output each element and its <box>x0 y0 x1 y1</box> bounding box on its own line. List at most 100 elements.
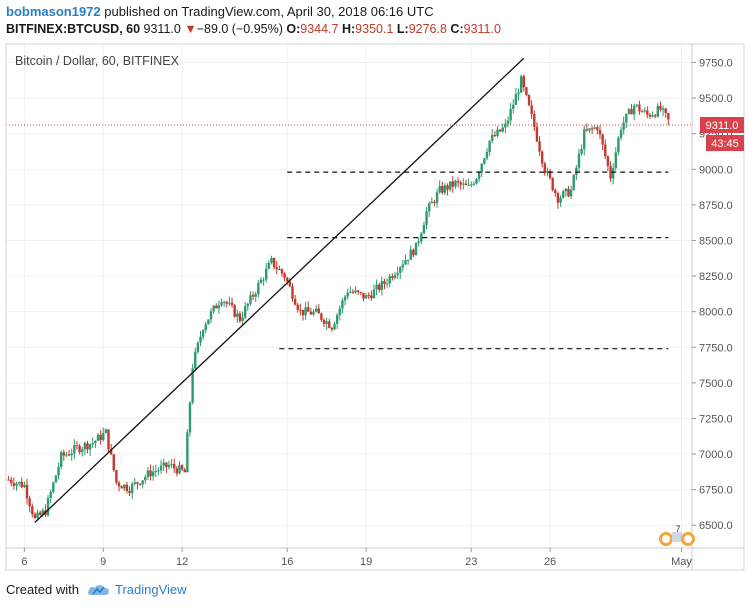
down-triangle-icon: ▼ <box>184 22 197 36</box>
candle-body <box>238 313 242 322</box>
candle-body <box>648 114 652 117</box>
candle-body <box>133 482 136 484</box>
candle-body <box>312 311 315 315</box>
candle-body <box>10 479 13 484</box>
candle-body <box>280 269 284 274</box>
candles <box>7 74 670 520</box>
candle-body <box>370 295 373 299</box>
candle-body <box>356 290 360 293</box>
candle-body <box>427 203 431 212</box>
candle-body <box>278 269 281 271</box>
candle-body <box>159 465 163 471</box>
candle-body <box>309 311 313 315</box>
candle-body <box>157 470 160 472</box>
candle-body <box>517 92 520 95</box>
candle-body <box>519 76 523 93</box>
candle-body <box>404 260 407 265</box>
candle-body <box>409 249 412 260</box>
candle-body <box>367 295 370 297</box>
candle-body <box>201 330 205 337</box>
x-tick-label: 23 <box>465 556 477 568</box>
candle-body <box>585 129 589 131</box>
candle-body <box>577 153 581 168</box>
candle-body <box>270 257 273 263</box>
candle-body <box>70 453 73 456</box>
candle-body <box>406 259 410 261</box>
cloud-icon <box>87 584 109 595</box>
candle-body <box>388 276 391 284</box>
candle-body <box>170 464 173 466</box>
candle-body <box>7 479 10 481</box>
created-with-label: Created with <box>6 582 79 597</box>
candle-body <box>506 120 510 124</box>
candle-body <box>243 306 247 318</box>
author-link[interactable]: bobmason1972 <box>6 4 101 19</box>
candle-body <box>49 491 52 499</box>
candle-body <box>262 279 265 281</box>
candle-body <box>59 452 63 467</box>
candle-body <box>196 342 200 352</box>
candle-body <box>383 281 386 285</box>
candle-body <box>204 324 207 331</box>
candle-body <box>604 144 607 157</box>
candle-body <box>173 464 176 469</box>
candle-body <box>493 135 497 137</box>
candle-body <box>451 181 455 187</box>
low-label: L: <box>396 22 409 36</box>
candle-body <box>186 432 189 473</box>
candle-body <box>23 484 26 488</box>
candle-body <box>664 108 667 114</box>
candle-body <box>483 158 486 164</box>
candle-body <box>338 308 342 315</box>
high-value: 9350.1 <box>355 22 394 36</box>
candle-body <box>117 482 121 487</box>
y-tick-label: 8500.0 <box>699 235 733 247</box>
candle-body <box>512 104 515 109</box>
event-count-badge: 7 <box>675 524 680 534</box>
candle-body <box>322 319 326 324</box>
chart-frame <box>5 43 745 571</box>
candle-body <box>588 128 591 131</box>
candle-body <box>102 433 105 441</box>
candle-body <box>611 167 615 179</box>
candle-body <box>136 482 139 484</box>
candle-body <box>430 201 433 204</box>
candle-body <box>130 483 134 494</box>
ohlc-bar: BITFINEX:BTCUSD, 60 9311.0 ▼−89.0 (−0.95… <box>6 22 501 36</box>
candle-body <box>459 182 462 185</box>
chart-title: Bitcoin / Dollar, 60, BITFINEX <box>15 54 180 68</box>
candle-body <box>548 170 552 179</box>
candle-body <box>343 296 347 301</box>
candle-body <box>46 498 50 516</box>
candle-body <box>78 445 81 453</box>
candle-body <box>149 470 152 477</box>
candle-body <box>259 279 263 284</box>
candle-body <box>504 123 507 128</box>
candle-body <box>498 129 502 132</box>
candle-body <box>446 185 449 190</box>
candle-body <box>351 291 355 293</box>
candle-body <box>246 303 250 307</box>
candle-body <box>128 490 131 494</box>
candle-body <box>646 110 649 115</box>
candle-body <box>236 313 239 317</box>
candle-body <box>249 295 252 304</box>
candle-body <box>564 188 568 192</box>
candle-body <box>62 452 66 456</box>
candle-body <box>551 178 554 191</box>
candle-body <box>54 475 58 483</box>
candle-body <box>81 449 84 453</box>
candle-body <box>598 130 602 135</box>
candle-body <box>296 304 299 310</box>
candle-body <box>385 283 389 285</box>
y-tick-label: 6500.0 <box>699 520 733 532</box>
candle-body <box>485 151 489 159</box>
candle-body <box>94 440 97 444</box>
candle-body <box>265 268 268 280</box>
candle-body <box>341 300 344 309</box>
candle-body <box>643 110 646 112</box>
tradingview-logo[interactable]: TradingView <box>87 582 187 597</box>
candle-body <box>630 109 633 115</box>
candle-body <box>477 172 481 179</box>
